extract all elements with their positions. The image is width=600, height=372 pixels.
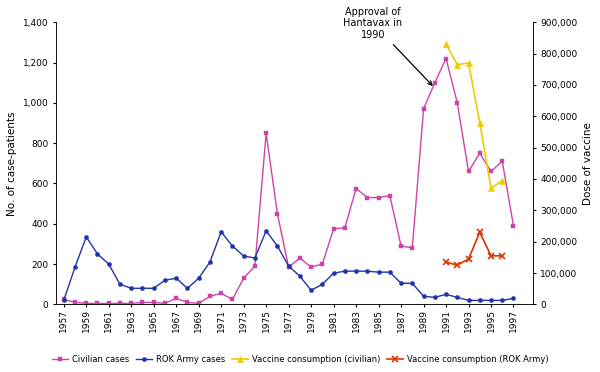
Text: Approval of
Hantavax in
1990: Approval of Hantavax in 1990 [343,7,432,85]
Legend: Civilian cases, ROK Army cases, Vaccine consumption (civilian), Vaccine consumpt: Civilian cases, ROK Army cases, Vaccine … [49,352,551,368]
Y-axis label: No. of case-patients: No. of case-patients [7,111,17,215]
Y-axis label: Dose of vaccine: Dose of vaccine [583,122,593,205]
